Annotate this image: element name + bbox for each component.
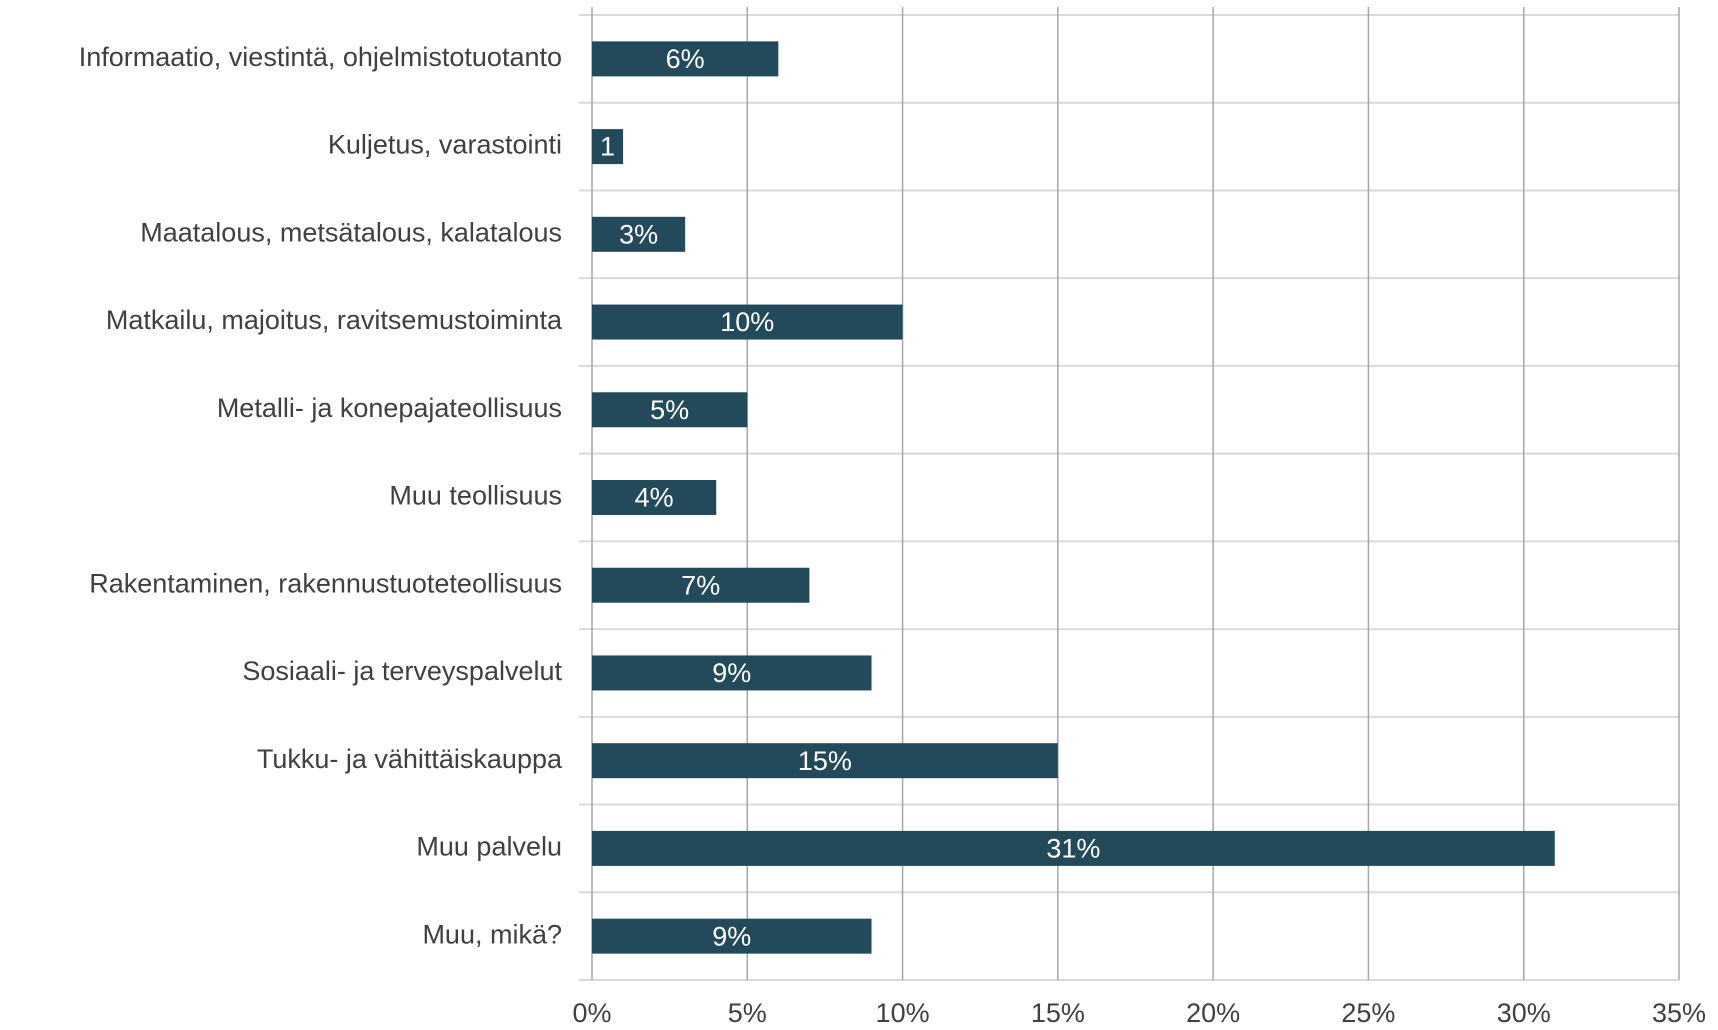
bar bbox=[592, 41, 779, 77]
bar-value-label: 1 bbox=[600, 132, 615, 162]
x-tick-label: 20% bbox=[1186, 998, 1240, 1028]
x-tick-label: 10% bbox=[876, 998, 930, 1028]
bar-value-label: 7% bbox=[681, 570, 720, 600]
bar-value-label: 6% bbox=[666, 44, 705, 74]
bar-value-label: 10% bbox=[720, 307, 774, 337]
y-tick-label: Metalli- ja konepajateollisuus bbox=[217, 393, 562, 423]
bar bbox=[592, 567, 810, 603]
y-tick-label: Kuljetus, varastointi bbox=[328, 130, 562, 160]
bar-value-label: 5% bbox=[650, 395, 689, 425]
x-tick-label: 15% bbox=[1031, 998, 1085, 1028]
bar bbox=[592, 304, 903, 340]
y-tick-label: Matkailu, majoitus, ravitsemustoiminta bbox=[106, 305, 563, 335]
bar bbox=[592, 918, 872, 954]
bar bbox=[592, 830, 1555, 866]
bar bbox=[592, 655, 872, 691]
x-tick-label: 25% bbox=[1341, 998, 1395, 1028]
bar-value-label: 9% bbox=[712, 658, 751, 688]
bar-value-label: 4% bbox=[635, 483, 674, 513]
y-tick-label: Tukku- ja vähittäiskauppa bbox=[257, 744, 563, 774]
y-tick-label: Maatalous, metsätalous, kalatalous bbox=[140, 217, 562, 247]
y-tick-label: Muu, mikä? bbox=[422, 919, 562, 949]
y-tick-label: Muu palvelu bbox=[416, 832, 562, 862]
y-tick-label: Informaatio, viestintä, ohjelmistotuotan… bbox=[79, 42, 562, 72]
bar-value-label: 9% bbox=[712, 921, 751, 951]
x-tick-label: 5% bbox=[728, 998, 767, 1028]
x-tick-label: 35% bbox=[1652, 998, 1706, 1028]
x-tick-label: 0% bbox=[572, 998, 611, 1028]
bar bbox=[592, 392, 748, 428]
x-tick-label: 30% bbox=[1497, 998, 1551, 1028]
bar bbox=[592, 129, 624, 165]
y-tick-label: Rakentaminen, rakennustuoteteollisuus bbox=[89, 568, 562, 598]
bar bbox=[592, 480, 717, 515]
bar bbox=[592, 216, 686, 252]
bar-value-label: 3% bbox=[619, 219, 658, 249]
bar-value-label: 15% bbox=[798, 746, 852, 776]
y-tick-label: Muu teollisuus bbox=[389, 481, 562, 511]
y-tick-label: Sosiaali- ja terveyspalvelut bbox=[242, 656, 562, 686]
bar bbox=[592, 743, 1058, 779]
bar-value-label: 31% bbox=[1046, 834, 1100, 864]
